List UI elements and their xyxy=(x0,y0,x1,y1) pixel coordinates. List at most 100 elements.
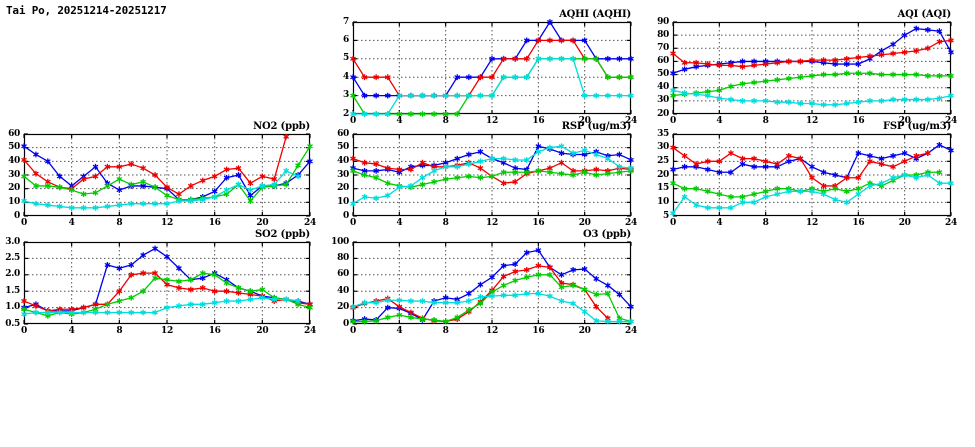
data-point-marker xyxy=(797,58,804,65)
data-point-marker xyxy=(832,101,839,108)
data-point-marker xyxy=(570,172,576,178)
data-point-marker xyxy=(512,169,519,176)
series-line xyxy=(352,265,609,323)
data-point-marker xyxy=(247,187,254,193)
y-tick-label: 0 xyxy=(343,318,349,329)
data-point-marker xyxy=(477,92,484,99)
data-point-marker xyxy=(373,111,380,117)
data-point-marker xyxy=(477,294,484,300)
y-tick-label: 2.5 xyxy=(5,252,20,263)
data-point-marker xyxy=(152,200,158,207)
data-point-marker xyxy=(361,159,368,166)
data-point-marker xyxy=(843,70,850,77)
data-point-marker xyxy=(489,173,495,180)
data-point-marker xyxy=(704,61,711,67)
data-point-marker xyxy=(670,70,676,77)
data-point-marker xyxy=(454,314,461,321)
data-point-marker xyxy=(878,161,885,167)
data-point-marker xyxy=(442,299,449,306)
x-tick-label: 8 xyxy=(762,116,769,126)
x-tick-label: 24 xyxy=(625,326,637,336)
data-point-marker xyxy=(512,55,519,62)
data-point-marker xyxy=(500,155,507,162)
data-point-marker xyxy=(855,54,862,61)
data-point-marker xyxy=(176,191,182,198)
data-point-marker xyxy=(716,191,723,198)
data-point-marker xyxy=(68,204,75,211)
data-point-marker xyxy=(593,166,600,173)
x-tick-label: 8 xyxy=(762,218,769,228)
data-point-marker xyxy=(211,173,218,180)
data-point-marker xyxy=(867,152,873,159)
data-point-marker xyxy=(785,152,792,159)
data-point-marker xyxy=(92,173,99,180)
data-point-marker xyxy=(739,155,746,162)
data-point-marker xyxy=(890,41,896,48)
data-point-marker xyxy=(247,192,254,199)
plot-frame xyxy=(352,21,632,115)
data-point-marker xyxy=(431,168,437,174)
data-point-marker xyxy=(512,277,519,284)
data-point-marker xyxy=(128,181,135,188)
data-point-marker xyxy=(396,111,403,117)
data-point-marker xyxy=(693,91,700,98)
data-point-marker xyxy=(152,245,158,252)
data-point-marker xyxy=(593,276,600,282)
plot-area-aqhi xyxy=(350,19,634,117)
data-point-marker xyxy=(176,198,182,204)
data-point-marker xyxy=(523,37,530,44)
data-point-marker xyxy=(489,92,495,99)
data-point-marker xyxy=(408,309,414,316)
data-point-marker xyxy=(454,92,461,99)
data-point-marker xyxy=(901,49,908,56)
data-point-marker xyxy=(558,143,565,150)
chart-panel-aqi: AQI (AQI) 20 30 40 50 60 70 80 90 0 4 8 12 16 20 24 xyxy=(657,9,957,126)
data-point-marker xyxy=(56,203,63,210)
data-point-marker xyxy=(558,298,565,304)
data-point-marker xyxy=(271,176,278,182)
data-point-marker xyxy=(408,111,414,117)
x-tick-label: 4 xyxy=(68,326,75,336)
data-point-marker xyxy=(728,150,734,157)
x-tick-label: 4 xyxy=(716,218,723,228)
data-point-marker xyxy=(523,249,530,256)
data-point-marker xyxy=(535,271,542,278)
data-point-marker xyxy=(21,298,27,304)
data-point-marker xyxy=(489,55,495,62)
data-point-marker xyxy=(523,274,530,281)
data-point-marker xyxy=(628,55,634,62)
x-tick-label: 12 xyxy=(486,218,498,228)
data-point-marker xyxy=(604,55,611,62)
data-point-marker xyxy=(477,281,484,288)
y-tick-label: 40 xyxy=(657,82,669,93)
data-point-marker xyxy=(223,174,230,181)
data-point-marker xyxy=(948,147,954,154)
data-point-marker xyxy=(593,92,600,99)
data-point-marker xyxy=(728,169,734,176)
data-point-marker xyxy=(373,317,380,324)
data-point-marker xyxy=(581,169,588,176)
data-point-marker xyxy=(604,92,611,99)
x-tick-label: 0 xyxy=(350,326,356,336)
y-tick-label: 20 xyxy=(657,169,669,180)
data-point-marker xyxy=(809,163,815,170)
data-point-marker xyxy=(408,314,414,321)
data-point-marker xyxy=(80,309,87,316)
data-point-marker xyxy=(56,309,63,316)
data-point-marker xyxy=(604,282,611,289)
data-point-marker xyxy=(477,158,484,165)
data-point-marker xyxy=(570,266,576,273)
data-point-marker xyxy=(187,301,194,308)
data-point-marker xyxy=(44,202,51,208)
data-point-marker xyxy=(419,174,426,181)
data-point-marker xyxy=(176,285,182,291)
data-point-marker xyxy=(535,168,542,174)
data-point-marker xyxy=(716,204,723,211)
data-point-marker xyxy=(80,204,87,211)
y-tick-label: 10 xyxy=(657,196,669,207)
data-point-marker xyxy=(832,172,839,178)
data-point-marker xyxy=(223,187,230,193)
data-point-marker xyxy=(593,151,600,158)
data-point-marker xyxy=(283,133,290,140)
y-tick-label: 70 xyxy=(657,42,669,53)
